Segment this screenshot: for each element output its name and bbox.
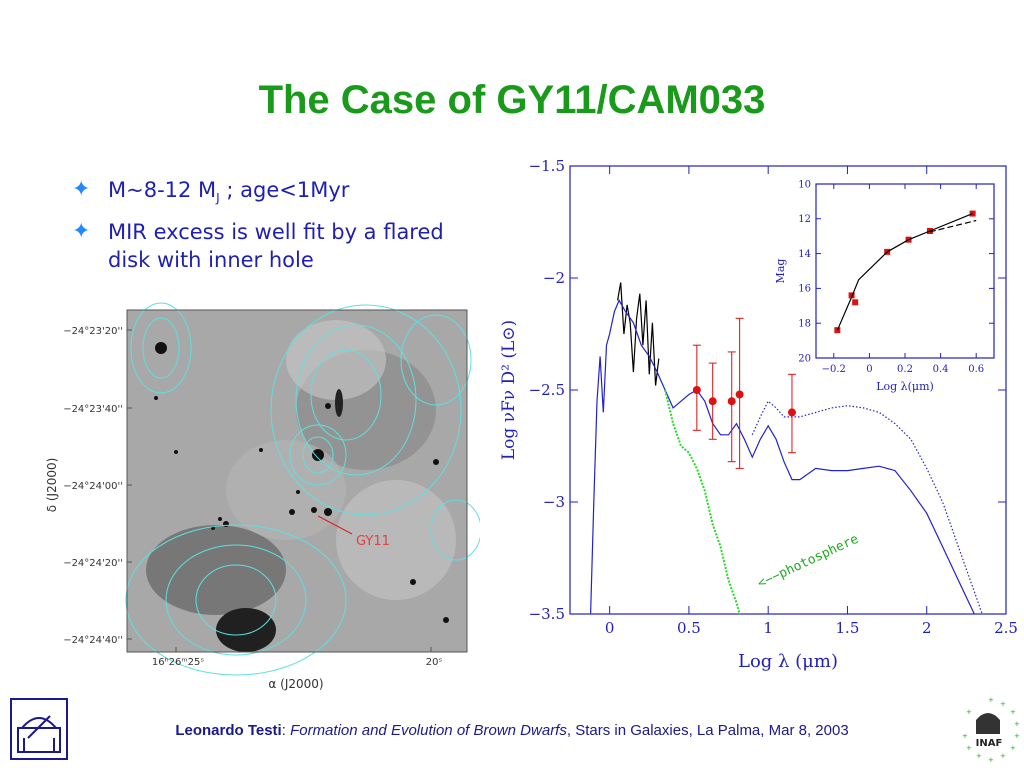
slide-title: The Case of GY11/CAM033 — [258, 78, 766, 122]
model-solid-line — [836, 213, 973, 331]
photosphere-line — [664, 389, 741, 615]
model-dashed-line — [929, 219, 977, 233]
svg-text:+: + — [966, 744, 972, 752]
svg-text:+: + — [1010, 708, 1016, 716]
image-frame — [126, 309, 468, 653]
svg-text:+: + — [962, 732, 968, 740]
bullet-mir-line2: disk with inner hole — [108, 248, 314, 273]
svg-text:+: + — [1014, 732, 1020, 740]
inset-y-tick-label: 14 — [798, 249, 811, 260]
gy11-pointer-line — [317, 515, 353, 535]
bullet-mass-text: M~8-12 M — [108, 178, 217, 202]
dec-tick: −24°24'00'' — [63, 481, 123, 492]
sed-chart: 0 0.5 1 1.5 2 2.5 −3.5 −3 −2.5 −2 −1.5 −0.2 0 0.2 0.4… — [499, 157, 1018, 672]
svg-text:+: + — [988, 696, 994, 704]
contour-lines — [125, 302, 480, 676]
photometry-point — [787, 408, 796, 417]
inset-y-tick-label: 16 — [798, 284, 811, 295]
dec-tick: −24°24'20'' — [63, 558, 123, 569]
dec-tick-labels: −24°23'20'' −24°23'40'' −24°24'00'' −24°… — [63, 326, 123, 646]
sed-x-tick-label: 0 — [605, 619, 615, 637]
svg-text:+: + — [1014, 720, 1020, 728]
photometry-point — [727, 397, 736, 406]
bullet-list: ✦ M~8-12 MJ ; age<1Myr ✦ MIR excess is w… — [72, 176, 522, 280]
image-ylabel: δ (J2000) — [45, 458, 59, 513]
sed-ylabel: Log νFν D² (L⊙) — [499, 320, 519, 460]
photometry-point — [735, 390, 744, 399]
sed-y-tick-label: −1.5 — [529, 157, 565, 175]
inset-x-tick-label: −0.2 — [822, 364, 846, 375]
bullet-age-text: ; age<1Myr — [219, 178, 350, 202]
svg-text:+: + — [966, 708, 972, 716]
sed-xlabel: Log λ (μm) — [738, 651, 838, 672]
svg-text:+: + — [988, 756, 994, 764]
bullet-mass-age: ✦ M~8-12 MJ ; age<1Myr — [72, 176, 522, 212]
inset-y-tick-label: 10 — [798, 179, 811, 190]
inset-xlabel: Log λ(μm) — [876, 380, 934, 393]
sky-image-panel: GY11 −24°23'20'' −24°23'40'' −24°24'00''… — [36, 300, 480, 698]
sed-x-tick-label: 1 — [763, 619, 773, 637]
svg-text:+: + — [1000, 752, 1006, 760]
inset-series-group — [834, 210, 977, 334]
inset-x-tick-label: 0.2 — [897, 364, 913, 375]
disk-model-dotted-line — [751, 400, 983, 615]
footer-citation: Leonardo Testi: Formation and Evolution … — [0, 722, 1024, 739]
photometry-point — [692, 386, 701, 394]
inset-y-tick-label: 18 — [798, 319, 811, 330]
sed-x-tick-label: 2.5 — [994, 619, 1018, 637]
star-bullet-icon: ✦ — [72, 219, 91, 245]
inset-ylabel: Mag — [774, 259, 787, 284]
photometry-point — [708, 397, 717, 406]
sed-x-tick-label: 2 — [922, 619, 932, 637]
magnitude-point — [848, 292, 855, 299]
inaf-logo-text: INAF — [976, 738, 1003, 749]
inset-x-tick-label: 0.6 — [968, 364, 984, 375]
footer-venue: , Stars in Galaxies, La Palma, Mar 8, 20… — [566, 722, 849, 739]
inset-ticks-group: −0.2 0 0.2 0.4 0.6 10 12 14 16 18 20 — [798, 179, 994, 375]
sed-y-tick-label: −3 — [543, 493, 565, 511]
inset-x-tick-label: 0.4 — [933, 364, 949, 375]
bullet-mir-excess: ✦ MIR excess is well fit by a flared dis… — [72, 218, 522, 274]
inset-frame — [815, 183, 995, 359]
star-bullet-icon: ✦ — [72, 177, 91, 202]
magnitude-point — [969, 210, 976, 217]
observed-near-ir-line — [617, 282, 660, 386]
image-xlabel: α (J2000) — [268, 677, 323, 691]
gy11-label: GY11 — [356, 534, 390, 549]
footer-author: Leonardo Testi — [175, 722, 282, 739]
dec-tick: −24°23'20'' — [63, 326, 123, 337]
disk-model-line — [590, 299, 975, 615]
bullet-mass-sub: J — [216, 191, 220, 206]
sed-y-tick-label: −3.5 — [529, 605, 565, 623]
inset-x-tick-label: 0 — [866, 364, 872, 375]
sed-y-tick-label: −2.5 — [529, 381, 565, 399]
sed-x-tick-label: 1.5 — [836, 619, 860, 637]
inset-frame-group — [815, 183, 995, 359]
observatory-logo-icon — [10, 698, 68, 760]
ra-tick-left: 16ʰ26ᵐ25ˢ — [152, 657, 204, 668]
inset-y-tick-label: 12 — [798, 214, 811, 225]
ra-tick-right: 20ˢ — [426, 657, 443, 668]
magnitude-point — [852, 299, 859, 306]
image-ticks — [127, 329, 432, 652]
dec-tick: −24°24'40'' — [63, 635, 123, 646]
sed-y-tick-label: −2 — [543, 269, 565, 287]
svg-text:+: + — [1000, 700, 1006, 708]
svg-text:+: + — [1010, 744, 1016, 752]
footer-sep: : — [281, 722, 291, 739]
sed-x-tick-label: 0.5 — [677, 619, 701, 637]
inset-y-tick-label: 20 — [798, 353, 811, 364]
footer-talk-title: Formation and Evolution of Brown Dwarfs — [290, 722, 567, 739]
dec-tick: −24°23'40'' — [63, 404, 123, 415]
bullet-mir-line1: MIR excess is well fit by a flared — [108, 220, 444, 245]
inaf-logo-icon: + + + + + + + + + + + + INAF — [962, 696, 1020, 764]
svg-text:+: + — [976, 752, 982, 760]
